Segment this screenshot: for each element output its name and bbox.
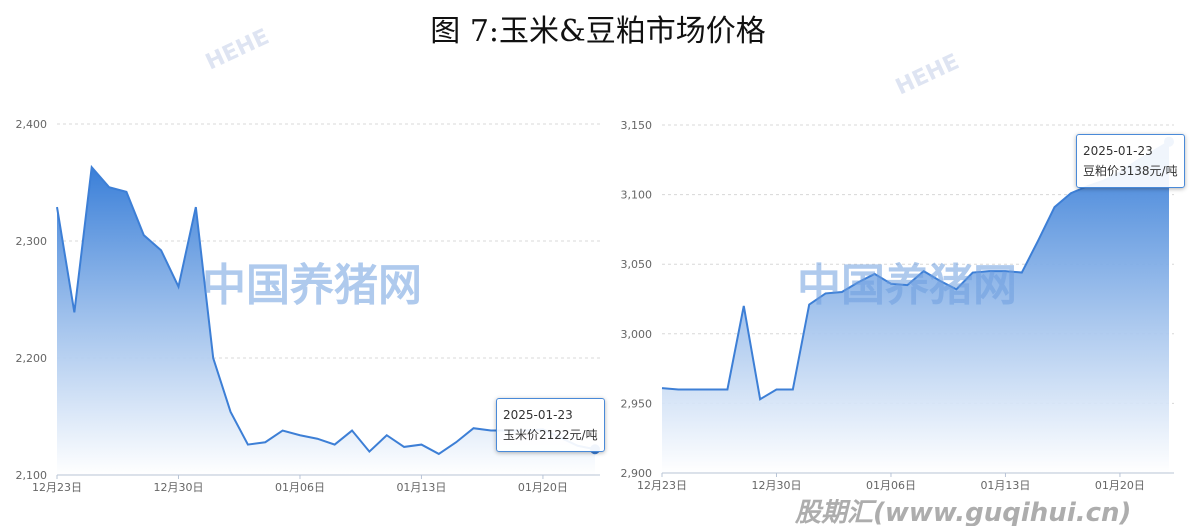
y-tick-label: 2,300 (16, 235, 48, 248)
y-tick-label: 3,100 (621, 189, 653, 202)
x-tick-label: 01月06日 (866, 479, 916, 492)
y-tick-label: 2,200 (16, 352, 48, 365)
tooltip-date: 2025-01-23 (1083, 144, 1153, 158)
x-tick-label: 12月30日 (153, 481, 203, 494)
tooltip-value: 豆粕价3138元/吨 (1083, 164, 1178, 178)
center-watermark-right: 中国养猪网 (797, 260, 1017, 311)
x-tick-label: 12月23日 (637, 479, 687, 492)
soymeal-chart: 2,900 2,950 3,000 3,050 3,100 3,150 12月23日 12月3… (621, 119, 1174, 492)
tooltip-date: 2025-01-23 (503, 408, 573, 422)
y-tick-label: 3,050 (621, 258, 653, 271)
tooltip-soymeal: 2025-01-23 豆粕价3138元/吨 (1076, 134, 1185, 188)
y-tick-label: 2,100 (16, 469, 48, 482)
x-tick-label: 01月13日 (980, 479, 1030, 492)
x-tick-label: 01月06日 (275, 481, 325, 494)
x-tick-label: 12月23日 (32, 481, 82, 494)
footer-watermark: 股期汇(www.guqihui.cn) (794, 498, 1131, 526)
y-tick-label: 2,400 (16, 118, 48, 131)
x-tick-label: 01月20日 (1095, 479, 1145, 492)
tooltip-corn: 2025-01-23 玉米价2122元/吨 (496, 398, 605, 452)
area-fill (57, 167, 595, 476)
bg-watermark: HEHE (202, 25, 273, 76)
bg-watermark: HEHE (892, 50, 963, 101)
y-tick-label: 3,000 (621, 328, 653, 341)
y-tick-label: 3,150 (621, 119, 653, 132)
center-watermark-left: 中国养猪网 (202, 260, 422, 311)
x-tick-label: 01月13日 (396, 481, 446, 494)
tooltip-value: 玉米价2122元/吨 (503, 428, 598, 442)
y-tick-label: 2,950 (621, 397, 653, 410)
y-tick-label: 2,900 (621, 467, 653, 480)
x-tick-label: 12月30日 (751, 479, 801, 492)
figure-title: 图 7:玉米&豆粕市场价格 (430, 14, 766, 49)
x-tick-label: 01月20日 (518, 481, 568, 494)
